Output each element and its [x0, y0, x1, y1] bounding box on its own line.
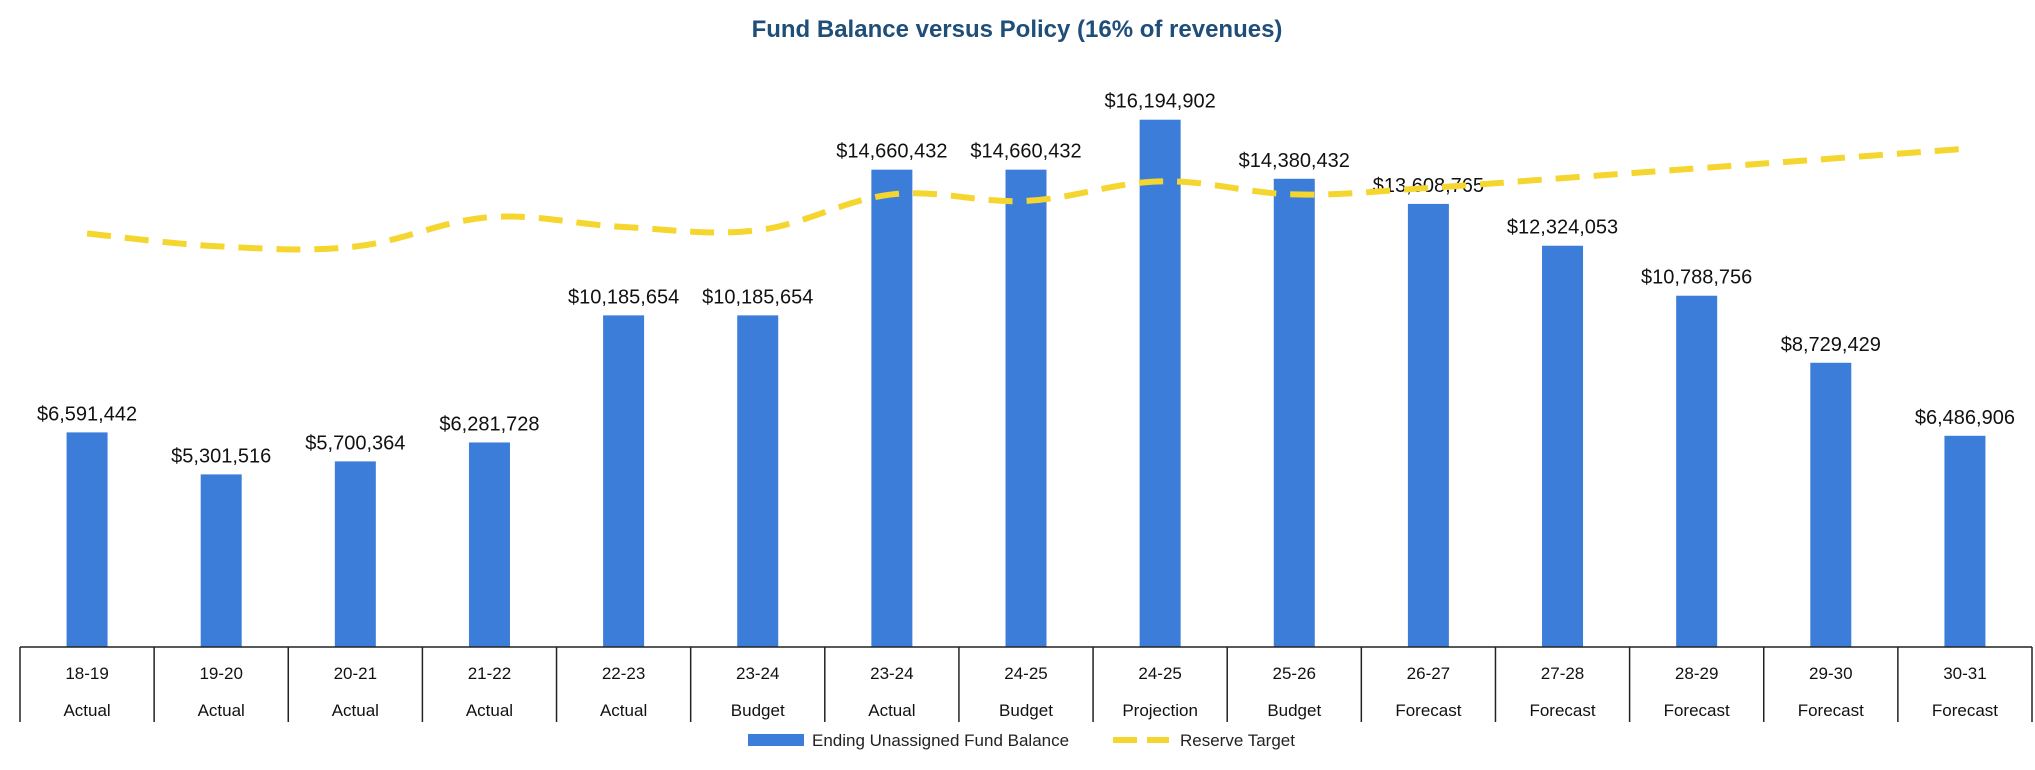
bar-14 — [1944, 435, 1986, 647]
category-year-8: 24-25 — [1138, 664, 1181, 683]
bar-12 — [1676, 295, 1718, 647]
bar-label-10: $13,608,765 — [1373, 175, 1484, 197]
category-type-3: Actual — [466, 701, 513, 720]
bar-data-labels: $6,591,442 $5,301,516 $5,700,364 $6,281,728… — [37, 91, 2015, 468]
bar-11 — [1542, 245, 1584, 648]
category-year-4: 22-23 — [602, 664, 645, 683]
category-type-5: Budget — [731, 701, 785, 720]
category-type-13: Forecast — [1798, 701, 1864, 720]
bar-label-7: $14,660,432 — [970, 141, 1081, 163]
category-type-14: Forecast — [1932, 701, 1998, 720]
category-year-2: 20-21 — [334, 664, 377, 683]
bar-5 — [737, 315, 779, 647]
bar-label-2: $5,700,364 — [305, 432, 405, 454]
category-year-10: 26-27 — [1407, 664, 1450, 683]
category-type-7: Budget — [999, 701, 1053, 720]
bar-label-0: $6,591,442 — [37, 403, 137, 425]
chart-title: Fund Balance versus Policy (16% of reven… — [752, 16, 1283, 43]
bar-label-5: $10,185,654 — [702, 286, 813, 308]
reserve-target-line — [86, 145, 1966, 253]
category-type-0: Actual — [63, 701, 110, 720]
legend-bar-swatch — [748, 734, 804, 746]
legend-bar-label: Ending Unassigned Fund Balance — [812, 731, 1069, 750]
legend-line-label: Reserve Target — [1180, 731, 1295, 750]
category-axis-table — [19, 646, 2033, 722]
bar-13 — [1810, 362, 1852, 647]
category-year-6: 23-24 — [870, 664, 913, 683]
bar-label-13: $8,729,429 — [1781, 334, 1881, 356]
bar-0 — [66, 432, 108, 647]
category-year-11: 27-28 — [1541, 664, 1584, 683]
category-type-2: Actual — [332, 701, 379, 720]
category-type-10: Forecast — [1395, 701, 1461, 720]
bar-label-8: $16,194,902 — [1105, 91, 1216, 113]
category-type-4: Actual — [600, 701, 647, 720]
category-labels: 18-19 Actual 19-20 Actual 20-21 Actual 21-22 Ac… — [63, 664, 1998, 720]
category-year-1: 19-20 — [199, 664, 242, 683]
bar-label-12: $10,788,756 — [1641, 267, 1752, 289]
bar-6 — [871, 169, 913, 647]
bar-series — [66, 119, 1986, 648]
bar-9 — [1273, 178, 1315, 648]
bar-label-3: $6,281,728 — [439, 413, 539, 435]
legend: Ending Unassigned Fund Balance Reserve T… — [748, 731, 1295, 750]
category-type-1: Actual — [198, 701, 245, 720]
category-year-0: 18-19 — [65, 664, 108, 683]
category-year-3: 21-22 — [468, 664, 511, 683]
bar-7 — [1005, 169, 1047, 647]
category-year-13: 29-30 — [1809, 664, 1852, 683]
category-type-6: Actual — [868, 701, 915, 720]
category-type-11: Forecast — [1529, 701, 1595, 720]
category-year-5: 23-24 — [736, 664, 779, 683]
bar-3 — [468, 442, 510, 647]
category-type-12: Forecast — [1664, 701, 1730, 720]
category-year-12: 28-29 — [1675, 664, 1718, 683]
category-year-7: 24-25 — [1004, 664, 1047, 683]
bar-10 — [1407, 203, 1449, 647]
category-type-8: Projection — [1122, 701, 1198, 720]
category-year-9: 25-26 — [1273, 664, 1316, 683]
bar-label-1: $5,301,516 — [171, 445, 271, 467]
bar-label-11: $12,324,053 — [1507, 217, 1618, 239]
bar-label-9: $14,380,432 — [1239, 150, 1350, 172]
bar-2 — [334, 461, 376, 647]
category-type-9: Budget — [1267, 701, 1321, 720]
bar-4 — [603, 315, 645, 647]
bar-8 — [1139, 119, 1181, 647]
bar-label-6: $14,660,432 — [836, 141, 947, 163]
category-year-14: 30-31 — [1943, 664, 1986, 683]
bar-label-14: $6,486,906 — [1915, 407, 2015, 429]
bar-1 — [200, 474, 242, 647]
bar-label-4: $10,185,654 — [568, 286, 679, 308]
